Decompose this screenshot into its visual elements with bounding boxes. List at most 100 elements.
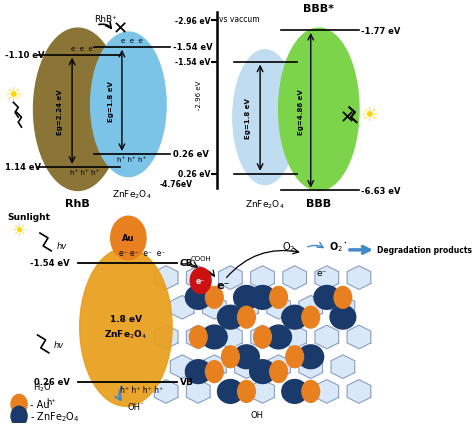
Text: ZnFe$_2$O$_4$: ZnFe$_2$O$_4$ [245,198,285,210]
Polygon shape [235,296,258,320]
Circle shape [286,346,303,368]
Polygon shape [315,266,338,290]
Polygon shape [347,325,371,349]
Text: Eg=1.8 eV: Eg=1.8 eV [109,81,115,121]
Text: Eg=2.24 eV: Eg=2.24 eV [57,89,63,135]
Circle shape [206,287,223,308]
Ellipse shape [91,33,166,177]
Ellipse shape [298,345,324,369]
Text: RhB: RhB [65,199,90,209]
Polygon shape [283,325,307,349]
Ellipse shape [233,51,297,185]
Text: ☀: ☀ [12,222,27,239]
Text: -1.54 eV: -1.54 eV [175,58,210,67]
Text: -1.10 eV: -1.10 eV [5,51,45,60]
Text: -1.54 eV: -1.54 eV [173,43,212,52]
Text: -2.96 eV: -2.96 eV [196,81,202,110]
Text: hv: hv [54,341,64,350]
Text: ZnFe$_2$O$_4$: ZnFe$_2$O$_4$ [112,188,152,200]
Text: Au: Au [122,234,135,243]
Ellipse shape [34,29,122,191]
Ellipse shape [266,325,292,349]
Circle shape [221,346,239,368]
Text: -1.54 eV: -1.54 eV [30,259,70,268]
Circle shape [206,361,223,383]
Ellipse shape [185,286,211,310]
Text: e  e  e: e e e [121,38,142,44]
Circle shape [190,326,207,348]
Text: 0.26 eV: 0.26 eV [34,377,70,386]
Ellipse shape [282,305,308,329]
Polygon shape [154,325,178,349]
Polygon shape [154,380,178,403]
Circle shape [237,381,255,403]
Polygon shape [235,355,258,379]
Polygon shape [219,266,242,290]
Circle shape [270,287,287,308]
Polygon shape [315,325,338,349]
Circle shape [237,307,255,328]
Ellipse shape [218,305,243,329]
Text: Eg=1.8 eV: Eg=1.8 eV [245,98,251,138]
Text: ☀: ☀ [5,86,22,105]
Circle shape [190,268,211,294]
Text: RhB⁺: RhB⁺ [94,14,117,24]
Text: Degradation products: Degradation products [377,246,473,255]
Text: e  e  e: e e e [71,46,92,52]
Text: 0.26 eV: 0.26 eV [178,170,210,179]
Text: e⁻: e⁻ [316,268,327,277]
Polygon shape [202,355,226,379]
Text: hv: hv [56,242,67,251]
Circle shape [11,394,27,414]
Ellipse shape [250,360,275,383]
Polygon shape [154,266,178,290]
Ellipse shape [80,248,172,406]
Text: BBB*: BBB* [303,4,334,14]
Polygon shape [219,325,242,349]
Circle shape [270,361,287,383]
Ellipse shape [218,380,243,403]
Polygon shape [331,355,355,379]
Text: ✕: ✕ [113,20,128,38]
Text: ☀: ☀ [361,106,378,124]
Circle shape [334,287,352,308]
Text: e⁻: e⁻ [196,276,205,285]
Polygon shape [251,325,274,349]
Polygon shape [170,355,194,379]
Text: -1.77 eV: -1.77 eV [361,26,401,35]
Polygon shape [299,296,323,320]
Text: e⁻ e⁻  e⁻  e⁻: e⁻ e⁻ e⁻ e⁻ [119,248,165,257]
Polygon shape [202,296,226,320]
Polygon shape [283,380,307,403]
Text: -4.76eV: -4.76eV [160,180,192,189]
Polygon shape [283,266,307,290]
Text: -6.63 eV: -6.63 eV [361,187,401,196]
Ellipse shape [282,380,308,403]
Text: h⁺: h⁺ [46,397,56,406]
Text: h⁺ h⁺ h⁺: h⁺ h⁺ h⁺ [70,169,100,175]
Text: h⁺ h⁺ h⁺ h⁺: h⁺ h⁺ h⁺ h⁺ [120,386,164,394]
Circle shape [254,326,272,348]
Polygon shape [331,296,355,320]
Ellipse shape [314,286,340,310]
Circle shape [302,381,319,403]
Text: OH: OH [250,410,264,419]
Text: O$_2$˙: O$_2$˙ [329,239,347,254]
Circle shape [302,307,319,328]
Ellipse shape [279,29,359,191]
Text: ✕: ✕ [339,109,355,127]
Polygon shape [315,380,338,403]
Polygon shape [219,380,242,403]
Ellipse shape [185,360,211,383]
Polygon shape [267,296,291,320]
Circle shape [110,217,146,260]
Polygon shape [186,380,210,403]
Text: 1.14 eV: 1.14 eV [5,163,41,172]
Text: BBB: BBB [306,199,331,209]
Ellipse shape [234,345,259,369]
Text: 0.26 eV: 0.26 eV [173,150,209,159]
Ellipse shape [201,325,227,349]
Text: 1.8 eV
ZnFe$_2$O$_4$: 1.8 eV ZnFe$_2$O$_4$ [104,314,147,340]
Polygon shape [299,355,323,379]
Text: -2.96 eV: -2.96 eV [175,17,210,26]
